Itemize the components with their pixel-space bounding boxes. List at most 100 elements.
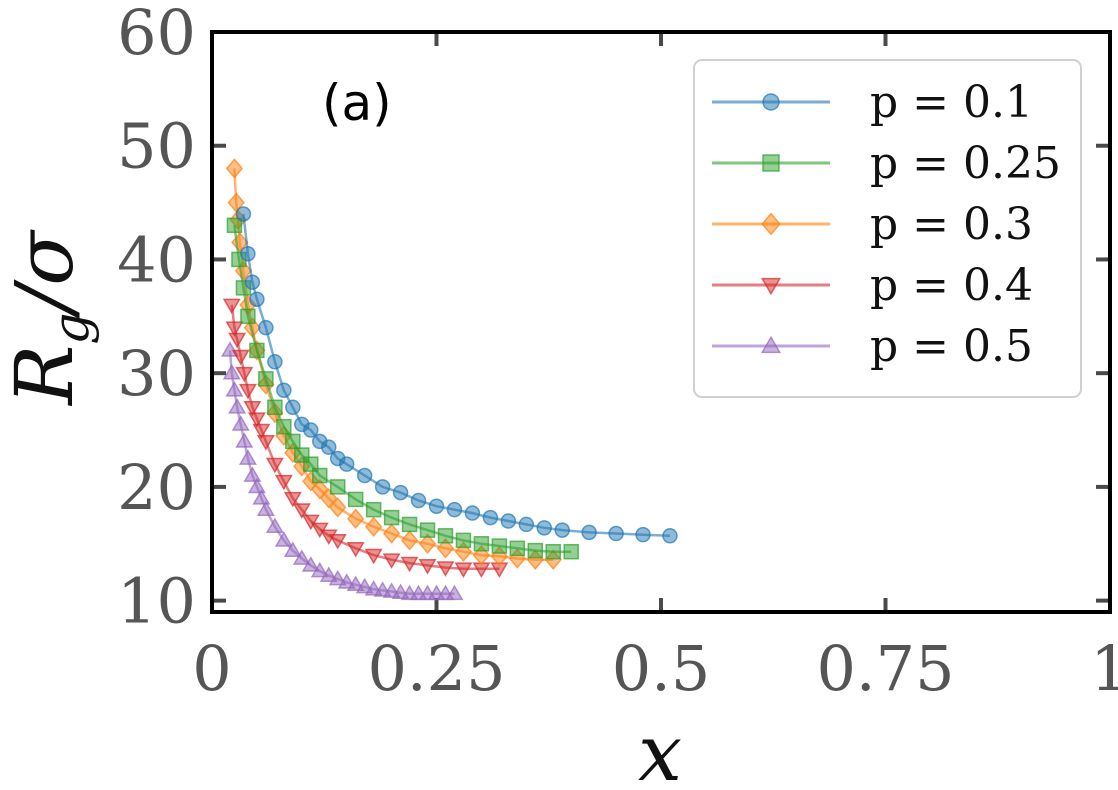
data-point [252, 489, 271, 505]
x-tick-label: 0.5 [612, 632, 711, 705]
data-point [454, 562, 473, 578]
x-tick-label: 0.75 [816, 632, 954, 705]
data-point [276, 382, 292, 398]
data-point [228, 332, 247, 349]
data-point [225, 321, 244, 337]
data-point [662, 528, 678, 544]
data-point [228, 398, 247, 414]
data-point [235, 206, 252, 222]
data-point [328, 534, 347, 550]
y-tick-label: 40 [117, 223, 196, 296]
data-point [256, 435, 275, 451]
data-point [258, 319, 274, 336]
data-point [400, 530, 419, 551]
data-point [267, 399, 283, 416]
data-point [410, 492, 427, 509]
data-point [445, 584, 464, 601]
x-tick-label: 0.25 [367, 632, 505, 705]
data-point [436, 561, 455, 577]
y-tick-label: 50 [117, 110, 196, 183]
data-point [301, 556, 320, 572]
legend-label: p = 0.5 [870, 321, 1033, 372]
data-point [285, 399, 301, 416]
data-point [283, 491, 302, 508]
legend-box [693, 59, 1082, 398]
data-point [436, 538, 455, 559]
data-point [240, 246, 256, 262]
data-point [563, 543, 579, 560]
data-point [364, 548, 383, 565]
data-point [244, 274, 261, 290]
legend-label: p = 0.3 [870, 199, 1033, 250]
data-point [256, 500, 275, 516]
data-point [400, 556, 419, 573]
data-point [329, 497, 347, 518]
data-point [285, 433, 301, 450]
data-point [581, 524, 597, 541]
data-point [247, 477, 266, 494]
data-point [382, 553, 401, 569]
data-point [392, 484, 409, 501]
x-tick-label: 1 [1090, 632, 1118, 705]
legend-items: p = 0.1 p = 0.25 p = 0.3 p = 0.4 p = 0.5 [712, 77, 1061, 372]
data-point [274, 474, 293, 491]
data-point [276, 418, 292, 435]
data-point [491, 538, 508, 554]
data-point [482, 509, 499, 526]
data-point [346, 541, 365, 558]
data-point [303, 456, 319, 472]
data-point [265, 457, 284, 474]
data-point [455, 532, 472, 549]
data-point [247, 412, 266, 428]
data-point [328, 569, 347, 586]
data-point [267, 354, 283, 370]
data-point [274, 531, 293, 547]
data-point [231, 349, 250, 366]
data-point [292, 549, 311, 565]
legend-marker [761, 212, 781, 236]
plot-frame [210, 30, 1112, 614]
y-tick-label: 10 [117, 565, 196, 638]
data-point [225, 158, 244, 179]
data-point [338, 456, 355, 472]
data-point [258, 371, 274, 387]
legend: p = 0.1 p = 0.25 p = 0.3 p = 0.4 p = 0.5 [693, 59, 1082, 398]
data-point [226, 217, 243, 234]
data-point [301, 514, 320, 531]
data-point [329, 479, 346, 495]
data-point [500, 513, 517, 529]
data-point [222, 298, 241, 315]
data-point [320, 488, 338, 509]
data-point [428, 498, 445, 514]
x-axis-title: x [638, 709, 682, 790]
data-point [518, 516, 535, 533]
legend-item: p = 0.5 [712, 321, 1033, 372]
data-point [249, 291, 265, 308]
y-tick-label: 20 [117, 451, 196, 524]
data-point [472, 544, 491, 566]
data-point [383, 509, 400, 526]
data-point [347, 491, 364, 508]
data-point [608, 525, 624, 542]
data-point [401, 516, 418, 533]
data-point [225, 381, 244, 397]
data-point [231, 415, 250, 431]
data-point [635, 526, 651, 543]
series-triangle-up [220, 341, 464, 601]
series-triangle-down [222, 298, 509, 578]
data-point [418, 559, 437, 575]
y-tick-label: 30 [117, 337, 196, 410]
data-point [364, 516, 383, 537]
data-point [545, 543, 561, 560]
data-point [319, 566, 338, 582]
data-point [509, 540, 526, 557]
data-series [220, 158, 678, 601]
data-point [240, 308, 256, 325]
data-point [446, 501, 463, 518]
legend-item: p = 0.1 [712, 77, 1033, 128]
y-axis-label: Rg/σ [0, 229, 100, 407]
data-point [464, 505, 481, 521]
data-point [243, 400, 262, 417]
data-point [419, 522, 436, 538]
